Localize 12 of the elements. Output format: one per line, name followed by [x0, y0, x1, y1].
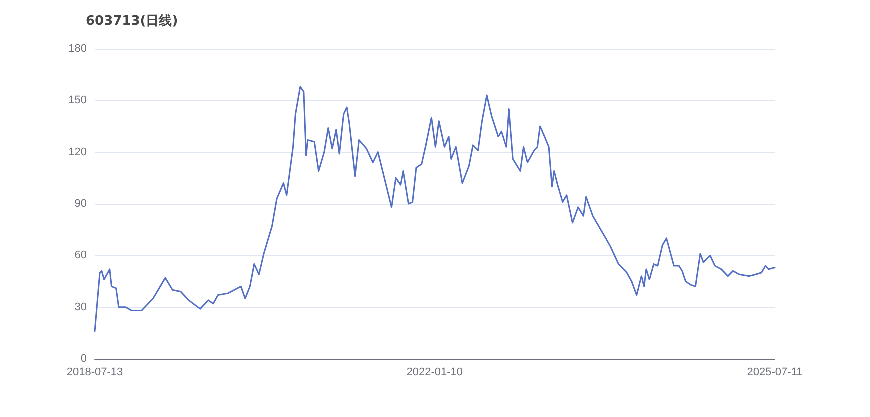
y-tick-label: 30	[74, 301, 87, 314]
x-tick-label: 2018-07-13	[66, 366, 124, 378]
y-tick-label: 150	[68, 94, 87, 107]
y-tick-label: 180	[68, 43, 87, 55]
y-tick-label: 90	[74, 198, 87, 210]
chart-title: 603713(日线)	[86, 14, 178, 29]
x-tick-label: 2025-07-11	[747, 366, 803, 378]
y-tick-label: 120	[68, 146, 87, 158]
y-tick-label: 0	[80, 353, 87, 365]
x-tick-label: 2022-01-10	[406, 366, 464, 378]
y-tick-label: 60	[74, 250, 87, 262]
line-series	[94, 86, 776, 332]
